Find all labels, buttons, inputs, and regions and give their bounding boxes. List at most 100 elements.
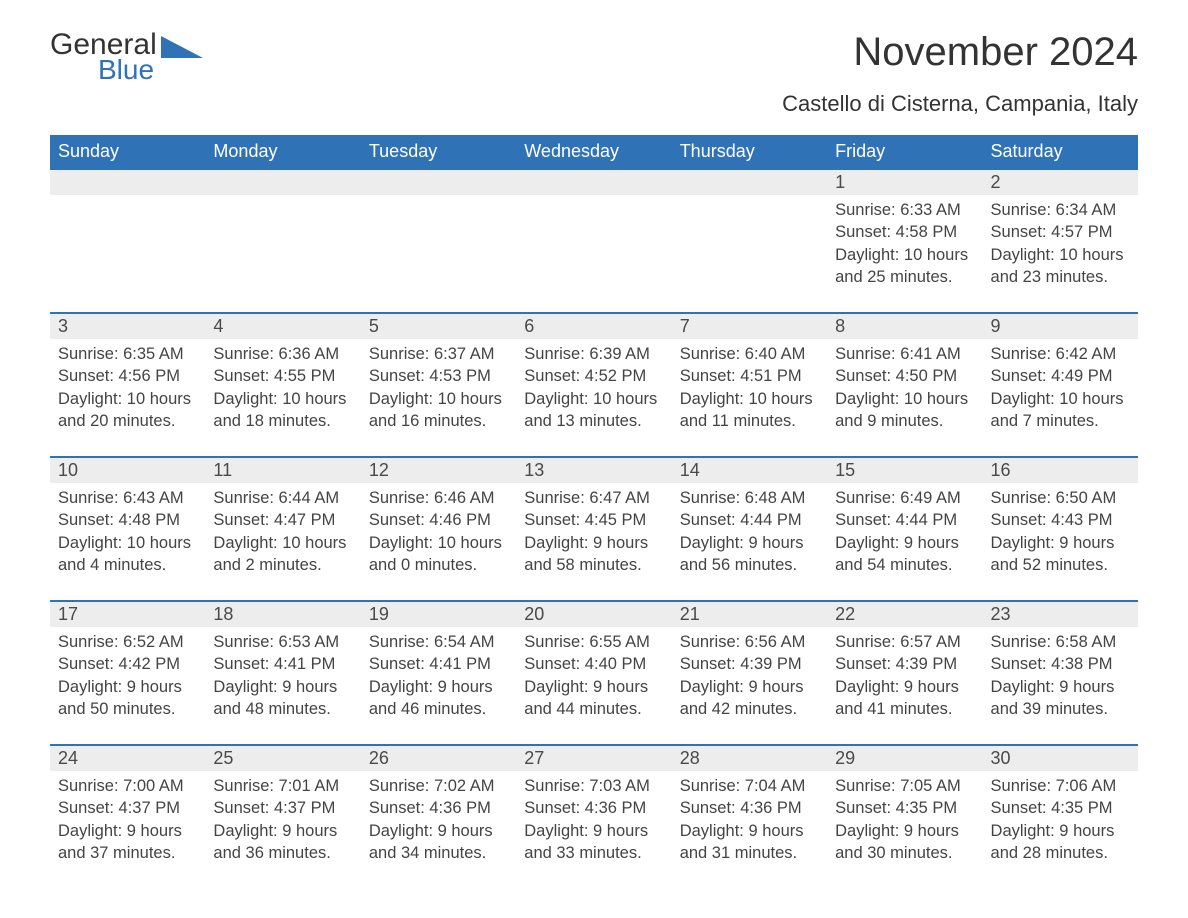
sunset-line: Sunset: 4:56 PM <box>58 365 197 387</box>
day-cell: Sunrise: 7:05 AMSunset: 4:35 PMDaylight:… <box>827 771 982 889</box>
calendar-table: SundayMondayTuesdayWednesdayThursdayFrid… <box>50 135 1138 889</box>
day-number: 9 <box>983 313 1138 339</box>
sunset-line: Sunset: 4:37 PM <box>58 797 197 819</box>
day-number-row: 10111213141516 <box>50 457 1138 483</box>
sunrise-line: Sunrise: 6:44 AM <box>213 487 352 509</box>
day-number: 18 <box>205 601 360 627</box>
sunrise-line: Sunrise: 6:55 AM <box>524 631 663 653</box>
sunset-line: Sunset: 4:51 PM <box>680 365 819 387</box>
day-cell-empty <box>205 195 360 313</box>
day-number: 15 <box>827 457 982 483</box>
day-number: 8 <box>827 313 982 339</box>
sunrise-line: Sunrise: 6:54 AM <box>369 631 508 653</box>
day-number: 25 <box>205 745 360 771</box>
day-cell-empty <box>50 195 205 313</box>
daylight-line: Daylight: 10 hours and 0 minutes. <box>369 532 508 577</box>
sunset-line: Sunset: 4:40 PM <box>524 653 663 675</box>
sunrise-line: Sunrise: 6:40 AM <box>680 343 819 365</box>
daylight-line: Daylight: 9 hours and 42 minutes. <box>680 676 819 721</box>
day-cell: Sunrise: 6:36 AMSunset: 4:55 PMDaylight:… <box>205 339 360 457</box>
sunrise-line: Sunrise: 6:43 AM <box>58 487 197 509</box>
day-cell: Sunrise: 6:43 AMSunset: 4:48 PMDaylight:… <box>50 483 205 601</box>
day-number-empty <box>50 169 205 195</box>
day-number-empty <box>205 169 360 195</box>
day-number: 30 <box>983 745 1138 771</box>
sunrise-line: Sunrise: 6:36 AM <box>213 343 352 365</box>
sunrise-line: Sunrise: 7:00 AM <box>58 775 197 797</box>
sunset-line: Sunset: 4:46 PM <box>369 509 508 531</box>
weekday-header: Wednesday <box>516 135 671 169</box>
daylight-line: Daylight: 10 hours and 13 minutes. <box>524 388 663 433</box>
daylight-line: Daylight: 9 hours and 50 minutes. <box>58 676 197 721</box>
day-number: 22 <box>827 601 982 627</box>
sunset-line: Sunset: 4:39 PM <box>680 653 819 675</box>
sunrise-line: Sunrise: 6:33 AM <box>835 199 974 221</box>
day-number-row: 17181920212223 <box>50 601 1138 627</box>
daylight-line: Daylight: 9 hours and 30 minutes. <box>835 820 974 865</box>
daylight-line: Daylight: 9 hours and 58 minutes. <box>524 532 663 577</box>
daylight-line: Daylight: 9 hours and 52 minutes. <box>991 532 1130 577</box>
daylight-line: Daylight: 9 hours and 37 minutes. <box>58 820 197 865</box>
sunrise-line: Sunrise: 7:02 AM <box>369 775 508 797</box>
day-cell: Sunrise: 6:40 AMSunset: 4:51 PMDaylight:… <box>672 339 827 457</box>
daylight-line: Daylight: 9 hours and 33 minutes. <box>524 820 663 865</box>
daylight-line: Daylight: 9 hours and 34 minutes. <box>369 820 508 865</box>
daylight-line: Daylight: 10 hours and 2 minutes. <box>213 532 352 577</box>
sunset-line: Sunset: 4:35 PM <box>991 797 1130 819</box>
sunrise-line: Sunrise: 6:39 AM <box>524 343 663 365</box>
daylight-line: Daylight: 9 hours and 31 minutes. <box>680 820 819 865</box>
daylight-line: Daylight: 9 hours and 54 minutes. <box>835 532 974 577</box>
day-number: 29 <box>827 745 982 771</box>
daylight-line: Daylight: 10 hours and 20 minutes. <box>58 388 197 433</box>
sunrise-line: Sunrise: 6:35 AM <box>58 343 197 365</box>
sunrise-line: Sunrise: 6:57 AM <box>835 631 974 653</box>
daylight-line: Daylight: 10 hours and 11 minutes. <box>680 388 819 433</box>
sunset-line: Sunset: 4:47 PM <box>213 509 352 531</box>
day-number: 23 <box>983 601 1138 627</box>
day-number: 2 <box>983 169 1138 195</box>
sunset-line: Sunset: 4:41 PM <box>213 653 352 675</box>
day-cell: Sunrise: 6:53 AMSunset: 4:41 PMDaylight:… <box>205 627 360 745</box>
day-number: 19 <box>361 601 516 627</box>
sunset-line: Sunset: 4:58 PM <box>835 221 974 243</box>
sunset-line: Sunset: 4:39 PM <box>835 653 974 675</box>
daylight-line: Daylight: 10 hours and 25 minutes. <box>835 244 974 289</box>
weekday-header: Saturday <box>983 135 1138 169</box>
sunset-line: Sunset: 4:35 PM <box>835 797 974 819</box>
sunset-line: Sunset: 4:36 PM <box>680 797 819 819</box>
day-cell: Sunrise: 6:50 AMSunset: 4:43 PMDaylight:… <box>983 483 1138 601</box>
day-number: 6 <box>516 313 671 339</box>
day-number-row: 24252627282930 <box>50 745 1138 771</box>
day-cell: Sunrise: 6:47 AMSunset: 4:45 PMDaylight:… <box>516 483 671 601</box>
day-cell: Sunrise: 6:46 AMSunset: 4:46 PMDaylight:… <box>361 483 516 601</box>
sunrise-line: Sunrise: 6:37 AM <box>369 343 508 365</box>
day-number-row: 3456789 <box>50 313 1138 339</box>
sunset-line: Sunset: 4:44 PM <box>835 509 974 531</box>
daylight-line: Daylight: 10 hours and 7 minutes. <box>991 388 1130 433</box>
day-number: 26 <box>361 745 516 771</box>
page-title: November 2024 <box>782 30 1138 75</box>
daylight-line: Daylight: 10 hours and 18 minutes. <box>213 388 352 433</box>
day-cell: Sunrise: 7:02 AMSunset: 4:36 PMDaylight:… <box>361 771 516 889</box>
sunset-line: Sunset: 4:50 PM <box>835 365 974 387</box>
day-cell: Sunrise: 6:41 AMSunset: 4:50 PMDaylight:… <box>827 339 982 457</box>
sunset-line: Sunset: 4:37 PM <box>213 797 352 819</box>
day-number: 27 <box>516 745 671 771</box>
daylight-line: Daylight: 10 hours and 4 minutes. <box>58 532 197 577</box>
day-number: 10 <box>50 457 205 483</box>
day-number: 28 <box>672 745 827 771</box>
day-cell: Sunrise: 6:55 AMSunset: 4:40 PMDaylight:… <box>516 627 671 745</box>
daylight-line: Daylight: 9 hours and 48 minutes. <box>213 676 352 721</box>
sunrise-line: Sunrise: 6:52 AM <box>58 631 197 653</box>
sunset-line: Sunset: 4:36 PM <box>369 797 508 819</box>
sunrise-line: Sunrise: 6:50 AM <box>991 487 1130 509</box>
day-data-row: Sunrise: 6:35 AMSunset: 4:56 PMDaylight:… <box>50 339 1138 457</box>
day-cell: Sunrise: 6:42 AMSunset: 4:49 PMDaylight:… <box>983 339 1138 457</box>
day-number-empty <box>672 169 827 195</box>
sunrise-line: Sunrise: 6:48 AM <box>680 487 819 509</box>
day-cell: Sunrise: 6:37 AMSunset: 4:53 PMDaylight:… <box>361 339 516 457</box>
sunrise-line: Sunrise: 6:46 AM <box>369 487 508 509</box>
day-number: 1 <box>827 169 982 195</box>
day-cell: Sunrise: 6:35 AMSunset: 4:56 PMDaylight:… <box>50 339 205 457</box>
sunset-line: Sunset: 4:44 PM <box>680 509 819 531</box>
